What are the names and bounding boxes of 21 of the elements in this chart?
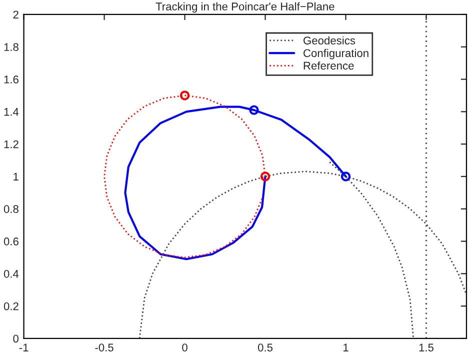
y-tick-label: 0.8 <box>4 205 18 214</box>
legend-label: Geodesics <box>304 36 356 44</box>
y-tick-label: 1.2 <box>4 140 18 148</box>
legend-label: Configuration <box>304 48 368 60</box>
x-tick-label: -1 <box>19 344 28 352</box>
y-tick-label: 0.2 <box>4 302 18 310</box>
legend-label: Reference <box>304 62 354 70</box>
y-tick-label: 1 <box>14 172 18 180</box>
y-tick-label: 1.6 <box>4 76 18 84</box>
x-tick-label: -0.5 <box>95 344 114 352</box>
chart-title: Tracking in the Poincar'e Half−Plane <box>156 2 334 13</box>
y-tick-label: 0.6 <box>4 238 18 246</box>
y-tick-label: 0 <box>13 334 19 343</box>
x-tick-label: 0.5 <box>258 344 273 352</box>
y-tick-label: 0.4 <box>4 270 19 278</box>
x-tick-label: 0 <box>182 344 188 352</box>
y-tick-label: 1.4 <box>4 108 19 116</box>
y-tick-label: 2 <box>13 10 18 19</box>
x-tick-label: 1 <box>344 344 348 352</box>
x-tick-label: 1.5 <box>419 344 434 352</box>
y-tick-label: 1.8 <box>4 43 18 52</box>
